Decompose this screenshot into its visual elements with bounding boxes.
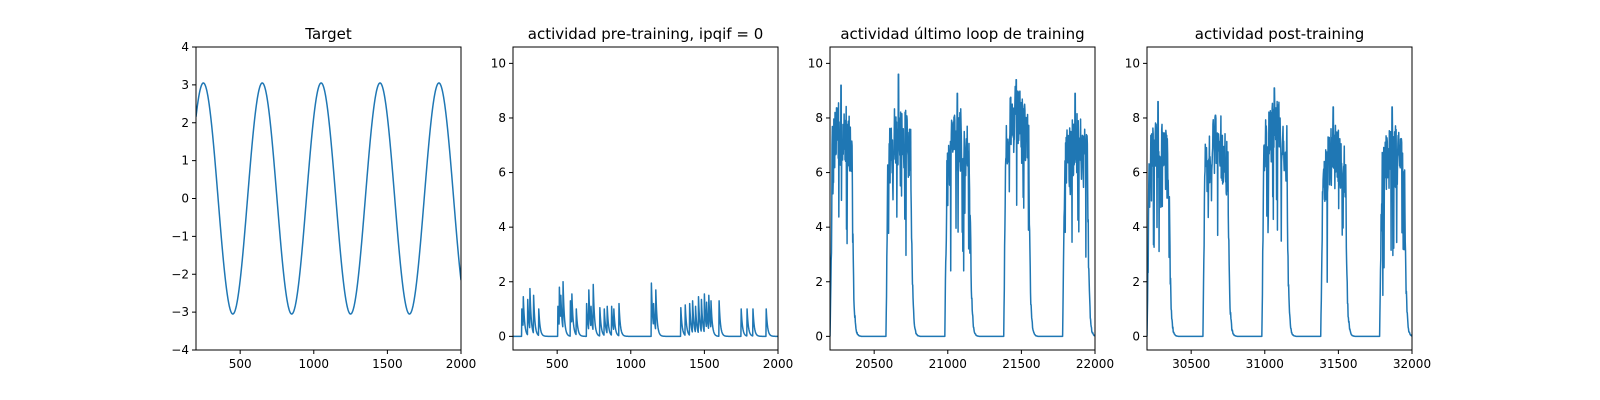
y-tick-label: 6 — [498, 166, 506, 180]
y-tick-label: 2 — [498, 275, 506, 289]
x-tick-label: 1500 — [689, 357, 720, 371]
x-tick-label: 500 — [229, 357, 252, 371]
series-line — [513, 281, 778, 338]
y-tick-label: 8 — [815, 111, 823, 125]
series-line — [830, 73, 1095, 338]
chart-panel-4: actividad post-training 30500 31000 31500 32… — [1125, 25, 1431, 371]
y-tick-label: 2 — [815, 275, 823, 289]
y-tick-label: −4 — [171, 343, 189, 357]
y-tick-label: 0 — [1132, 329, 1140, 343]
y-tick-label: −3 — [171, 305, 189, 319]
y-tick-label: 0 — [181, 192, 189, 206]
y-tick-label: −1 — [171, 229, 189, 243]
y-tick-label: 6 — [1132, 166, 1140, 180]
y-tick-label: 8 — [498, 111, 506, 125]
y-tick-label: −2 — [171, 267, 189, 281]
y-tick-label: 2 — [1132, 275, 1140, 289]
panel-title: actividad post-training — [1195, 25, 1364, 43]
y-tick-label: 10 — [1125, 56, 1140, 70]
x-tick-label: 31500 — [1319, 357, 1357, 371]
series-line — [1147, 87, 1412, 338]
x-tick-label: 31000 — [1246, 357, 1284, 371]
y-tick-label: 1 — [181, 154, 189, 168]
y-tick-label: 2 — [181, 116, 189, 130]
axes-frame — [829, 46, 1096, 351]
y-tick-label: 4 — [498, 220, 506, 234]
y-tick-label: 4 — [1132, 220, 1140, 234]
x-tick-label: 20500 — [855, 357, 893, 371]
y-tick-label: 3 — [181, 78, 189, 92]
x-tick-label: 500 — [546, 357, 569, 371]
x-tick-label: 30500 — [1172, 357, 1210, 371]
panel-title: actividad pre-training, ipqif = 0 — [528, 25, 764, 43]
y-tick-label: 0 — [498, 329, 506, 343]
y-tick-label: 0 — [815, 329, 823, 343]
series-line — [196, 82, 461, 315]
y-tick-label: 4 — [815, 220, 823, 234]
y-tick-label: 4 — [181, 40, 189, 54]
panel-title: Target — [304, 25, 352, 43]
x-tick-label: 1000 — [299, 357, 330, 371]
y-tick-label: 8 — [1132, 111, 1140, 125]
y-tick-label: 10 — [491, 56, 506, 70]
x-tick-label: 21500 — [1002, 357, 1040, 371]
axes-frame — [1146, 46, 1413, 351]
axes-frame — [512, 46, 779, 351]
x-tick-label: 21000 — [929, 357, 967, 371]
x-tick-label: 2000 — [763, 357, 794, 371]
x-tick-label: 1500 — [372, 357, 403, 371]
x-tick-label: 2000 — [446, 357, 477, 371]
x-tick-label: 1000 — [616, 357, 647, 371]
chart-panel-1: Target 500 1000 1500 2000 −4 −3 −2 −1 0 1 2 3 4 — [171, 25, 476, 371]
y-tick-label: 10 — [808, 56, 823, 70]
chart-panel-2: actividad pre-training, ipqif = 0 500 1000… — [491, 25, 794, 371]
panel-title: actividad último loop de training — [840, 25, 1084, 43]
y-tick-label: 6 — [815, 166, 823, 180]
x-tick-label: 32000 — [1393, 357, 1431, 371]
x-tick-label: 22000 — [1076, 357, 1114, 371]
